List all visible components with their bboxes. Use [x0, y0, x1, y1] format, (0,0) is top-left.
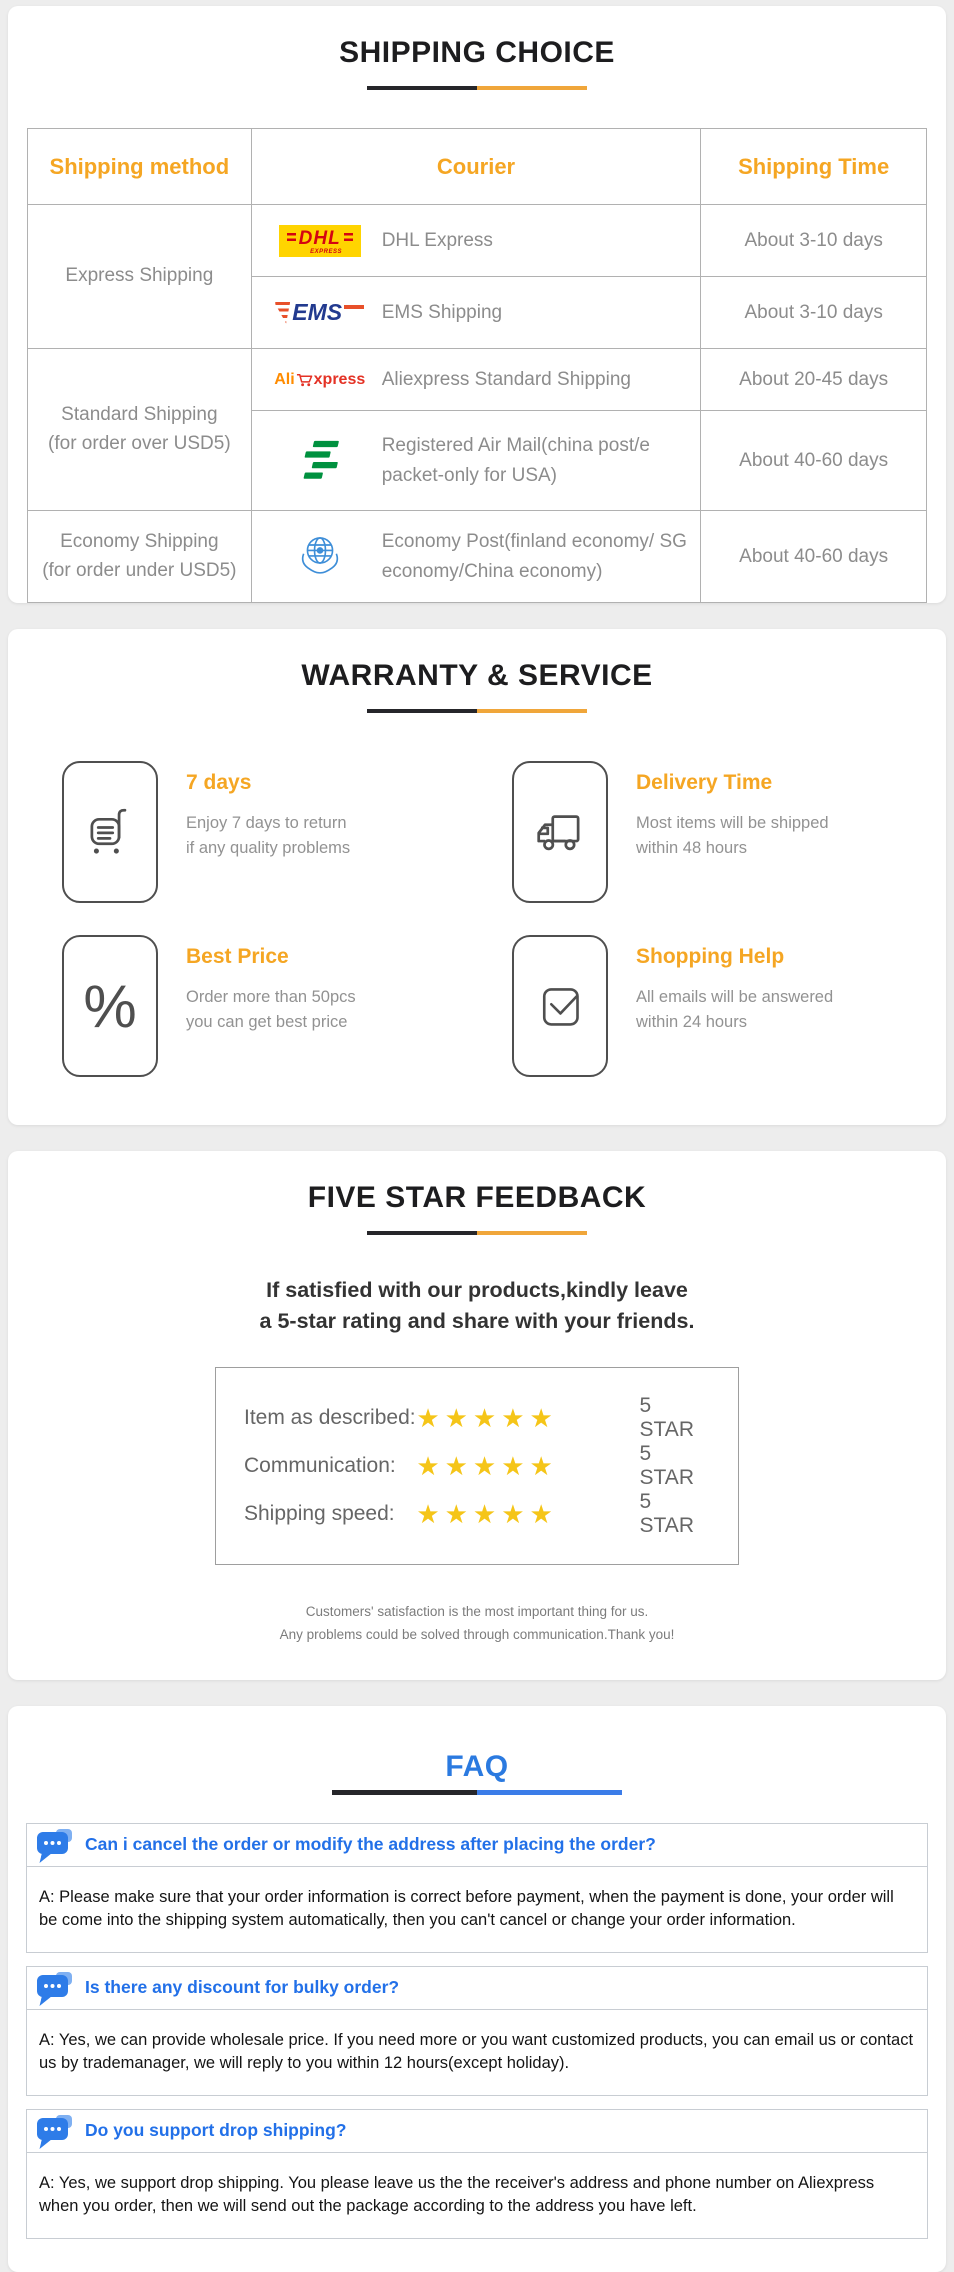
- header-shipping-method: Shipping method: [27, 128, 252, 205]
- rating-row: Communication: ★★★★★ 5 STAR: [244, 1442, 710, 1490]
- warranty-item-desc: All emails will be answered within 24 ho…: [636, 988, 834, 1031]
- table-row: Standard Shipping (for order over USD5) …: [27, 348, 927, 511]
- shipping-section-title: SHIPPING CHOICE: [339, 36, 615, 69]
- rating-box: Item as described: ★★★★★ 5 STAR Communic…: [215, 1367, 739, 1566]
- method-economy: Economy Shipping (for order under USD5): [27, 510, 252, 603]
- warranty-item-title: Delivery Time: [636, 771, 773, 794]
- faq-answer: A: Please make sure that your order info…: [26, 1866, 928, 1953]
- courier-name: Aliexpress Standard Shipping: [381, 368, 631, 390]
- faq-question-text: Do you support drop shipping?: [85, 2120, 347, 2141]
- feedback-note: Customers' satisfaction is the most impo…: [279, 1604, 675, 1642]
- table-row: Registered Air Mail(china post/e packet-…: [28, 410, 927, 511]
- faq-card: FAQ Can i cancel the order or modify the…: [8, 1705, 946, 2272]
- shipping-time: About 3-10 days: [700, 276, 927, 349]
- warranty-service-card: WARRANTY & SERVICE 7 days Enjo: [8, 629, 946, 1125]
- rating-value: 5 STAR: [639, 1442, 694, 1490]
- warranty-item-desc: Enjoy 7 days to return if any quality pr…: [186, 814, 351, 857]
- header-courier: Courier: [250, 128, 702, 205]
- courier-name: EMS Shipping: [381, 301, 503, 323]
- un-logo-icon: [301, 536, 338, 574]
- faq-answer-text: A: Yes, we can provide wholesale price. …: [39, 2030, 914, 2073]
- warranty-item-title: Best Price: [186, 945, 289, 968]
- faq-answer-text: A: Please make sure that your order info…: [39, 1887, 894, 1930]
- warranty-item-best-price: % Best Price Order more than 50pcs you c…: [62, 935, 442, 1077]
- warranty-section-title: WARRANTY & SERVICE: [301, 659, 653, 692]
- rating-value: 5 STAR: [639, 1490, 694, 1538]
- faq-question-text: Can i cancel the order or modify the add…: [85, 1834, 656, 1855]
- ems-logo-icon: EMS: [275, 299, 365, 326]
- percent-icon: %: [83, 972, 137, 1040]
- header-shipping-time: Shipping Time: [700, 128, 927, 205]
- shipping-time: About 3-10 days: [700, 204, 927, 277]
- dhl-logo-icon: DHL EXPRESS: [278, 224, 361, 257]
- china-post-logo-icon: [303, 440, 339, 479]
- warranty-item-title: 7 days: [186, 771, 252, 794]
- courier-name: DHL Express: [381, 229, 493, 251]
- table-row: Express Shipping DHL EXPRESS DHL Expr: [27, 204, 927, 349]
- faq-question-text: Is there any discount for bulky order?: [85, 1977, 400, 1998]
- five-stars-icon: ★★★★★: [416, 1402, 558, 1433]
- five-stars-icon: ★★★★★: [416, 1498, 558, 1529]
- section-divider: [8, 1231, 946, 1235]
- section-divider: [8, 1789, 946, 1795]
- courier-name: Economy Post(finland economy/ SG economy…: [381, 531, 687, 582]
- section-divider: [8, 86, 946, 90]
- warranty-item-title: Shopping Help: [636, 945, 785, 968]
- warranty-grid: 7 days Enjoy 7 days to return if any qua…: [62, 761, 892, 1125]
- aliexpress-logo-icon: Ali xpress: [274, 370, 366, 388]
- rating-row: Shipping speed: ★★★★★ 5 STAR: [244, 1490, 710, 1538]
- envelope-check-icon: [542, 988, 579, 1026]
- faq-list: Can i cancel the order or modify the add…: [26, 1822, 928, 2272]
- shipping-time: About 40-60 days: [700, 510, 927, 603]
- faq-section-title: FAQ: [445, 1749, 509, 1783]
- shipping-time: About 40-60 days: [700, 410, 927, 511]
- rating-value: 5 STAR: [639, 1394, 694, 1442]
- table-row: EMS EMS Shipping About 3-10 days: [28, 276, 927, 349]
- rating-label: Item as described:: [244, 1406, 416, 1430]
- faq-question: Can i cancel the order or modify the add…: [26, 1822, 928, 1867]
- faq-item: Is there any discount for bulky order? A…: [26, 1965, 928, 2096]
- feedback-section-title: FIVE STAR FEEDBACK: [307, 1181, 647, 1214]
- rating-label: Shipping speed:: [244, 1502, 395, 1526]
- warranty-item-7days: 7 days Enjoy 7 days to return if any qua…: [62, 761, 442, 903]
- cart-icon: [90, 808, 127, 854]
- faq-question: Is there any discount for bulky order?: [26, 1965, 928, 2010]
- section-divider: [8, 709, 946, 713]
- faq-item: Do you support drop shipping? A: Yes, we…: [26, 2108, 928, 2239]
- truck-icon: [537, 815, 580, 851]
- method-standard: Standard Shipping (for order over USD5): [27, 348, 252, 511]
- shipping-time: About 20-45 days: [700, 348, 927, 411]
- page-bg: { "colors": { "orange": "#f5a623", "blue…: [0, 6, 954, 2272]
- five-stars-icon: ★★★★★: [416, 1450, 558, 1481]
- warranty-item-desc: Order more than 50pcs you can get best p…: [186, 988, 356, 1031]
- five-star-feedback-card: FIVE STAR FEEDBACK If satisfied with our…: [8, 1151, 946, 1680]
- chat-bubble-icon: [37, 1971, 73, 2006]
- chat-bubble-icon: [37, 1828, 73, 1863]
- feedback-subtitle: If satisfied with our products,kindly le…: [259, 1278, 695, 1334]
- faq-item: Can i cancel the order or modify the add…: [26, 1822, 928, 1953]
- warranty-item-shopping-help: Shopping Help All emails will be answere…: [512, 935, 892, 1077]
- rating-row: Item as described: ★★★★★ 5 STAR: [244, 1394, 710, 1442]
- faq-answer: A: Yes, we support drop shipping. You pl…: [26, 2152, 928, 2239]
- faq-question: Do you support drop shipping?: [26, 2108, 928, 2153]
- shipping-table-header-row: Shipping method Courier Shipping Time: [27, 128, 927, 205]
- cart-glyph-icon: [296, 373, 312, 386]
- table-row: Economy Shipping (for order under USD5): [27, 510, 927, 603]
- chat-bubble-icon: [37, 2114, 73, 2149]
- faq-answer-text: A: Yes, we support drop shipping. You pl…: [39, 2173, 875, 2216]
- warranty-item-desc: Most items will be shipped within 48 hou…: [636, 814, 829, 857]
- courier-name: Registered Air Mail(china post/e packet-…: [381, 435, 650, 486]
- rating-label: Communication:: [244, 1454, 396, 1478]
- shipping-choice-card: SHIPPING CHOICE Shipping method Courier …: [8, 6, 946, 603]
- warranty-item-delivery: Delivery Time Most items will be shipped…: [512, 761, 892, 903]
- method-express: Express Shipping: [27, 204, 252, 349]
- faq-answer: A: Yes, we can provide wholesale price. …: [26, 2009, 928, 2096]
- shipping-table: Shipping method Courier Shipping Time Ex…: [27, 128, 927, 603]
